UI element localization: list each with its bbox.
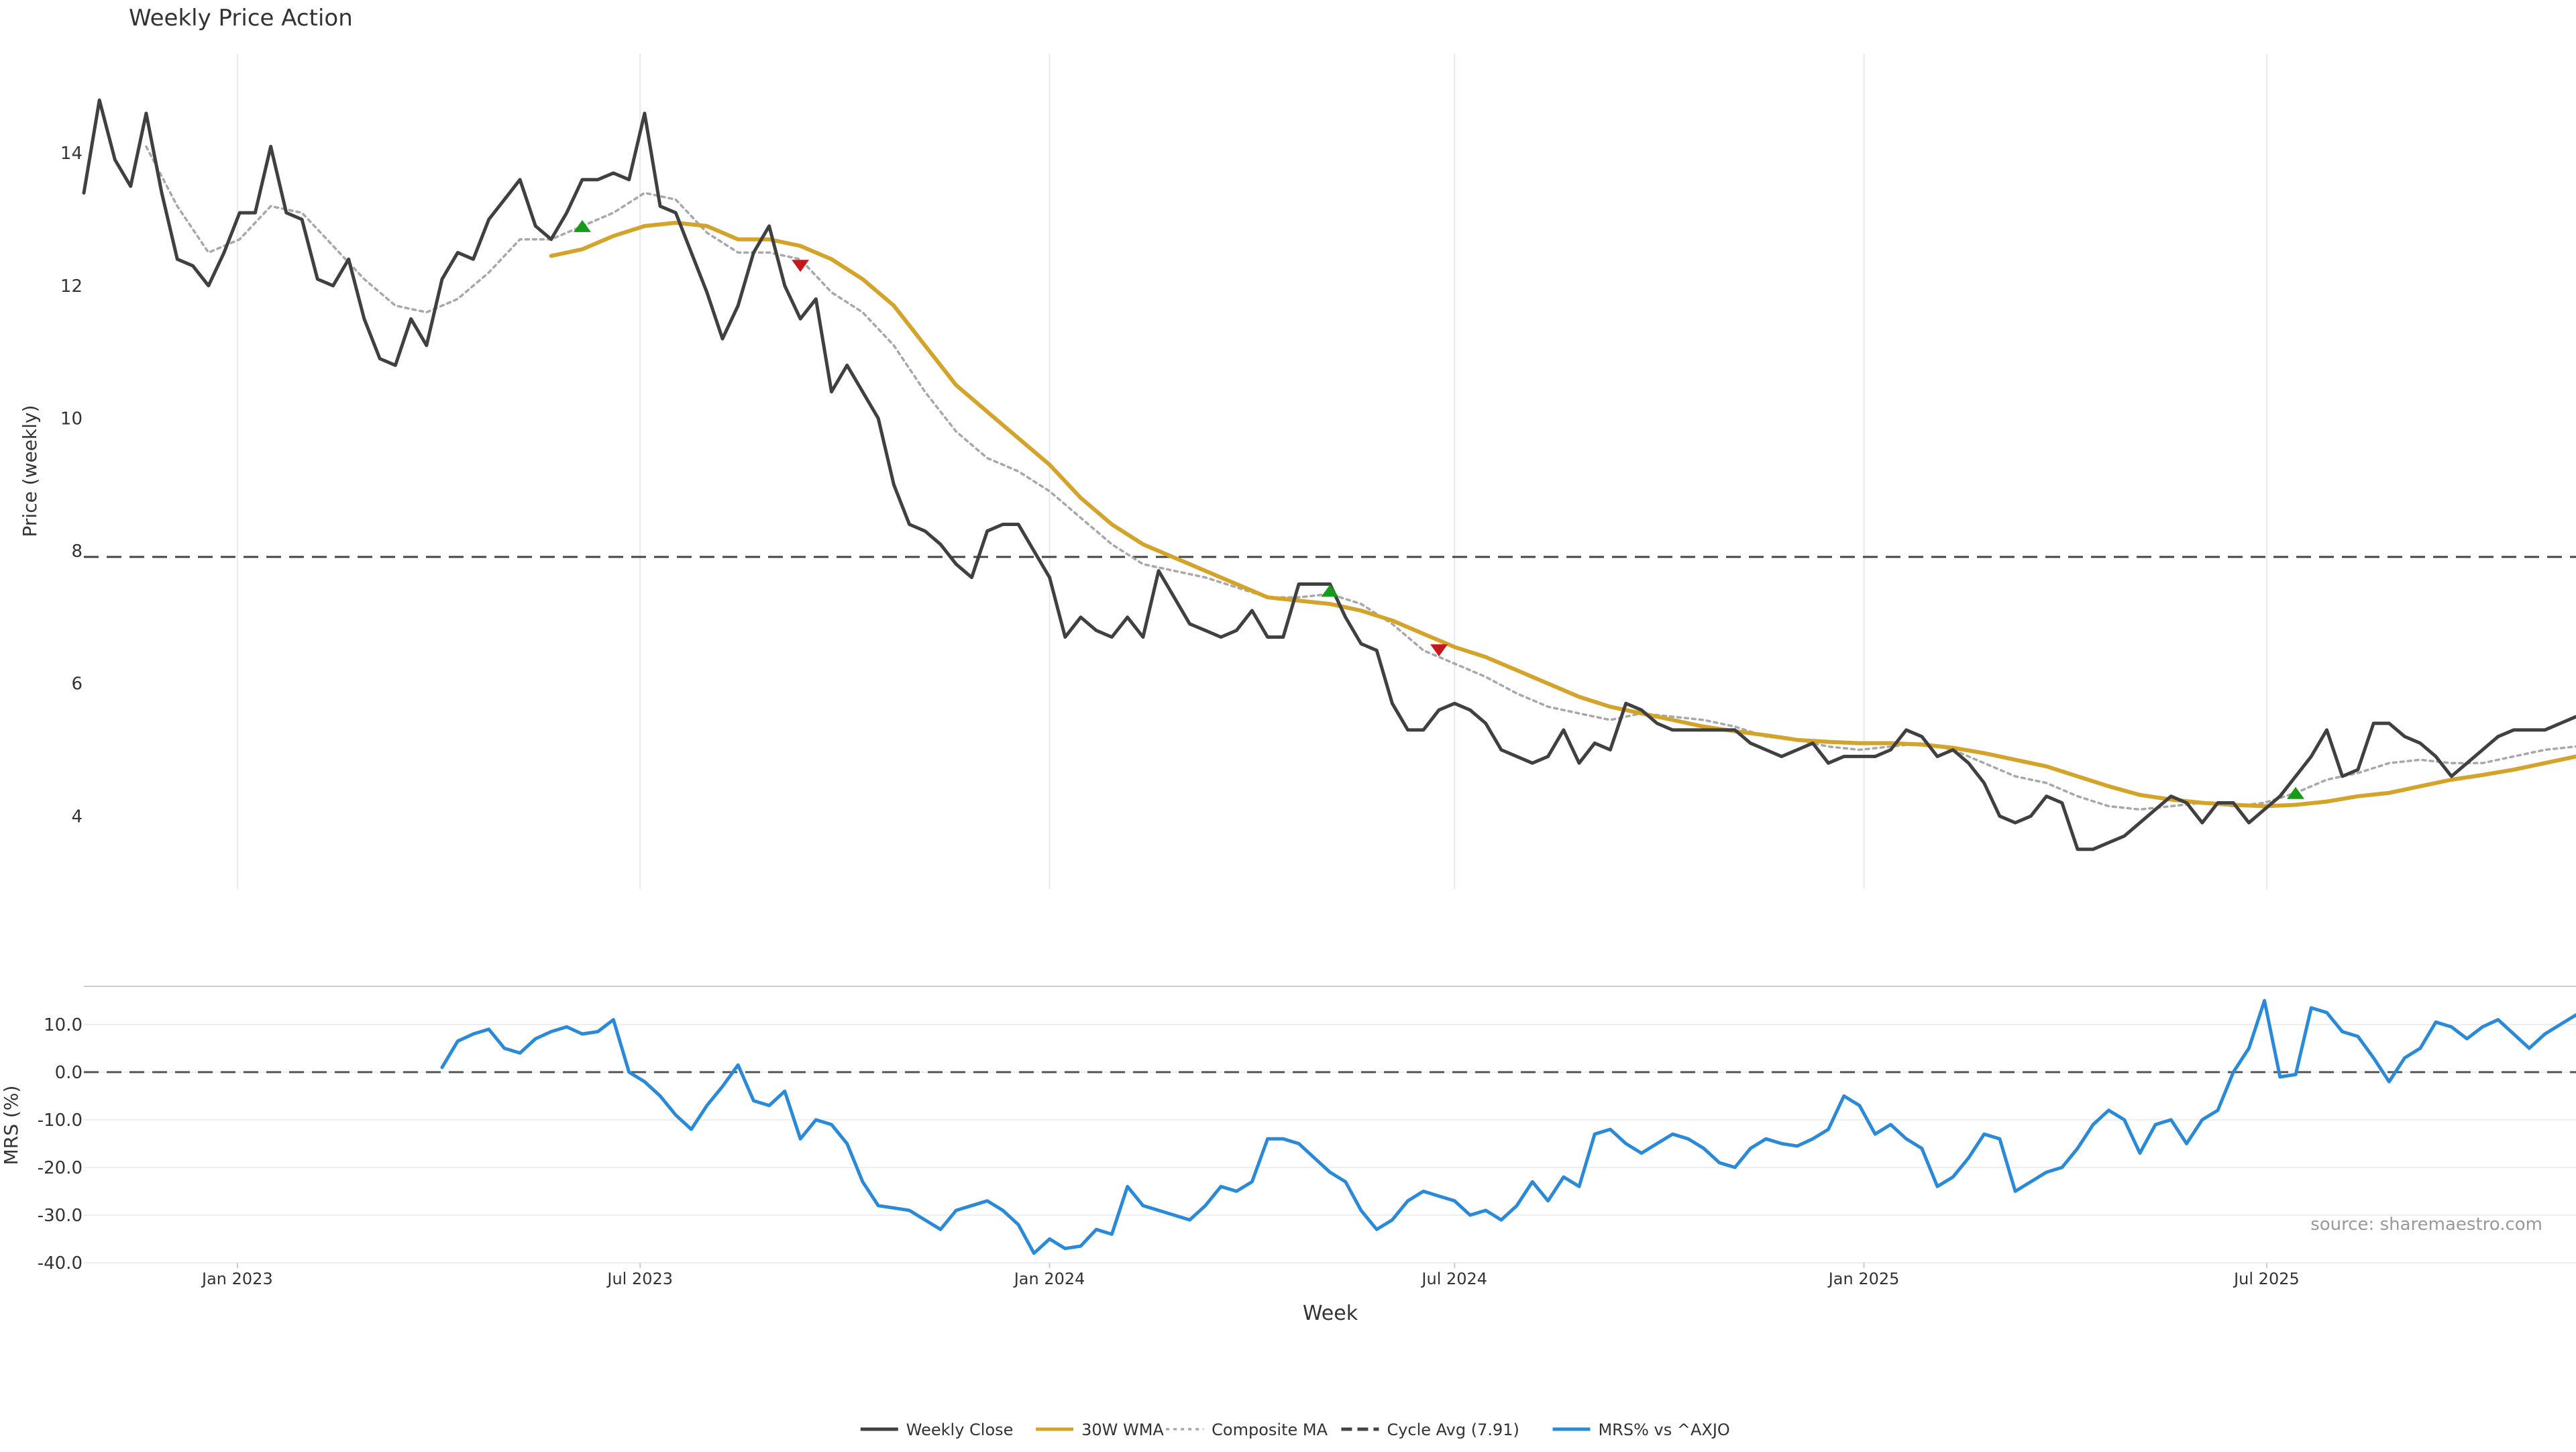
chart-title: Weekly Price Action	[129, 5, 353, 32]
source-annotation: source: sharemaestro.com	[2310, 1214, 2542, 1235]
mrs-y-tick-0: 10.0	[44, 1015, 83, 1035]
price-y-tick-6: 6	[71, 674, 83, 694]
sell-signal-marker-3	[1430, 644, 1448, 657]
x-tick-label-jan-2024: Jan 2024	[1013, 1269, 1085, 1288]
x-tick-label-jan-2025: Jan 2025	[1827, 1269, 1900, 1288]
price-y-tick-14: 14	[60, 144, 83, 164]
x-axis-ticks: Jan 2023 Jul 2023 Jan 2024 Jul 2024 Jan 2025…	[201, 1263, 2300, 1288]
mrs-y-tick-2: -10.0	[38, 1110, 83, 1131]
buy-signal-marker-0	[574, 219, 591, 232]
price-y-tick-10: 10	[60, 409, 83, 429]
legend-label-mrs-vs-axjo: MRS% vs ^AXJO	[1598, 1420, 1729, 1439]
mrs-y-axis-label: MRS (%)	[0, 1086, 22, 1165]
legend-label-cycle-avg-7-91: Cycle Avg (7.91)	[1387, 1420, 1519, 1439]
price-panel: 4 6 8 10 12 14	[60, 54, 2576, 889]
legend-label-30w-wma: 30W WMA	[1081, 1420, 1164, 1439]
x-tick-label-jul-2025: Jul 2025	[2233, 1269, 2300, 1288]
x-tick-label-jul-2024: Jul 2024	[1420, 1269, 1487, 1288]
buy-signal-marker-4	[2287, 786, 2305, 799]
chart-legend: Weekly Close 30W WMA Composite MA Cycle Avg…	[860, 1420, 1730, 1439]
legend-label-composite-ma: Composite MA	[1212, 1420, 1328, 1439]
legend-label-weekly-close: Weekly Close	[906, 1420, 1014, 1439]
series-weekly-close-line	[82, 98, 2576, 851]
mrs-y-tick-4: -30.0	[38, 1206, 83, 1226]
price-y-tick-8: 8	[71, 541, 83, 562]
price-y-tick-12: 12	[60, 276, 83, 297]
price-y-tick-4: 4	[71, 807, 83, 827]
x-tick-label-jul-2023: Jul 2023	[606, 1269, 673, 1288]
buy-signal-marker-2	[1321, 584, 1339, 597]
mrs-y-tick-1: 0.0	[55, 1063, 83, 1083]
mrs-y-tick-5: -40.0	[38, 1253, 83, 1274]
x-tick-label-jan-2023: Jan 2023	[201, 1269, 273, 1288]
price-y-axis-label: Price (weekly)	[19, 405, 41, 537]
mrs-y-tick-3: -20.0	[38, 1158, 83, 1178]
series-composite-ma-line	[145, 145, 2576, 811]
series-30w-wma-line	[549, 221, 2576, 809]
mrs-panel: 10.0 0.0 -10.0 -20.0 -30.0 -40.0	[38, 986, 2576, 1274]
sell-signal-marker-1	[792, 260, 810, 272]
series-mrs-vs-axjo-line	[440, 998, 2576, 1255]
x-axis-label: Week	[1303, 1302, 1358, 1325]
